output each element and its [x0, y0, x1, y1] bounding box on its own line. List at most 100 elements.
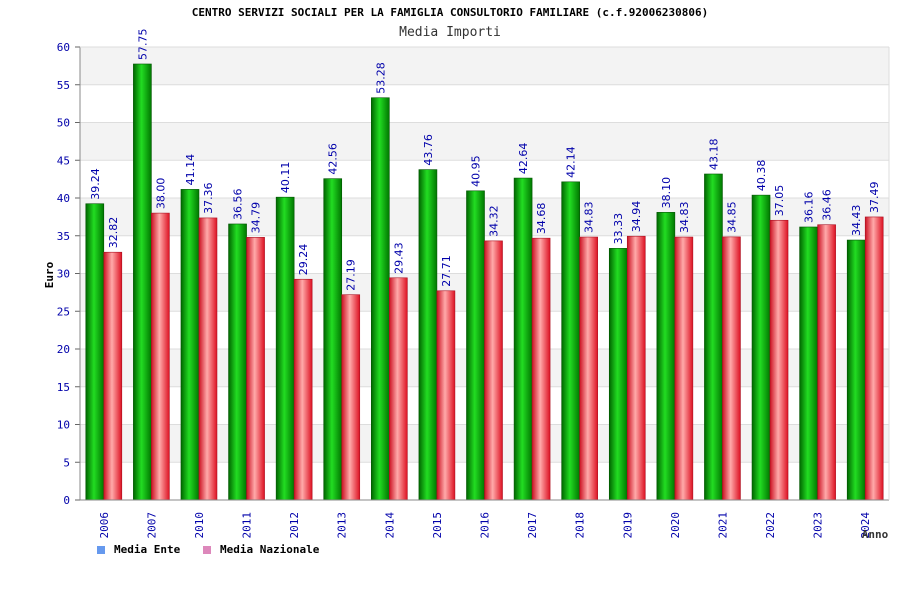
bar-media-ente	[275, 196, 295, 501]
bar-media-nazionale	[484, 240, 503, 501]
bar-media-nazionale	[293, 278, 313, 501]
x-tick-label: 2011	[241, 512, 254, 539]
bar-media-ente	[371, 97, 390, 501]
bar-media-ente	[656, 212, 676, 501]
data-label: 40.95	[470, 155, 483, 187]
data-label: 36.56	[232, 188, 245, 220]
bar-media-ente	[418, 169, 438, 501]
y-tick-label: 20	[57, 343, 70, 356]
bar-media-ente	[846, 239, 866, 501]
x-tick-label: 2021	[716, 512, 729, 539]
bar-media-ente	[466, 190, 485, 501]
data-label: 42.14	[565, 146, 578, 178]
bar-media-nazionale	[769, 219, 789, 501]
y-tick-label: 50	[57, 117, 70, 130]
data-label: 34.43	[850, 205, 863, 237]
data-label: 33.33	[612, 213, 625, 245]
bar-media-nazionale	[817, 224, 836, 501]
y-tick-label: 60	[57, 41, 70, 54]
bar-media-ente	[799, 226, 818, 501]
bar-media-ente	[513, 177, 533, 501]
data-label: 39.24	[89, 168, 102, 200]
legend-swatch-ente	[97, 545, 105, 554]
legend-label-nazionale: Media Nazionale	[220, 543, 320, 556]
bar-media-ente	[323, 178, 343, 501]
data-label: 40.11	[279, 162, 292, 194]
x-tick-label: 2019	[621, 512, 634, 539]
data-label: 43.76	[422, 134, 435, 166]
y-tick-label: 5	[63, 456, 70, 469]
chart-title: CENTRO SERVIZI SOCIALI PER LA FAMIGLIA C…	[191, 6, 709, 19]
bar-media-ente	[85, 203, 105, 501]
y-tick-label: 15	[57, 381, 70, 394]
y-tick-label: 30	[57, 268, 70, 281]
y-tick-label: 0	[63, 494, 70, 507]
x-tick-label: 2015	[431, 512, 444, 539]
data-label: 34.83	[583, 202, 596, 234]
x-tick-label: 2024	[859, 512, 872, 539]
bar-media-ente	[561, 181, 580, 501]
data-label: 37.36	[202, 182, 215, 214]
bar-media-nazionale	[674, 236, 694, 501]
data-label: 29.24	[297, 244, 310, 276]
x-tick-label: 2010	[193, 512, 206, 539]
data-label: 42.56	[327, 143, 340, 175]
x-tick-label: 2014	[383, 512, 396, 539]
y-tick-label: 45	[57, 154, 70, 167]
x-tick-label: 2016	[479, 512, 492, 539]
data-label: 41.14	[184, 154, 197, 186]
x-tick-label: 2018	[574, 512, 587, 539]
x-tick-label: 2023	[812, 512, 825, 539]
y-tick-label: 35	[57, 230, 70, 243]
bar-media-ente	[133, 63, 152, 501]
data-label: 37.05	[773, 185, 786, 217]
data-label: 53.28	[374, 62, 387, 94]
data-label: 38.00	[154, 178, 167, 210]
bar-media-nazionale	[579, 236, 598, 501]
x-tick-label: 2022	[764, 512, 777, 539]
legend-swatch-nazionale	[203, 545, 211, 554]
data-label: 34.79	[250, 202, 263, 234]
data-label: 34.85	[725, 201, 738, 233]
grid-band	[80, 47, 889, 85]
x-tick-label: 2007	[145, 512, 158, 539]
bar-media-nazionale	[864, 216, 884, 501]
bar-media-nazionale	[341, 294, 361, 501]
data-label: 27.71	[440, 255, 453, 287]
legend-item-nazionale: Media Nazionale	[203, 543, 319, 556]
data-label: 36.16	[803, 191, 816, 223]
x-tick-label: 2017	[526, 512, 539, 539]
data-label: 42.64	[517, 143, 530, 175]
bar-media-ente	[751, 194, 771, 501]
y-axis-label: Euro	[43, 261, 56, 288]
bar-media-nazionale	[626, 235, 646, 501]
data-label: 37.49	[868, 181, 881, 213]
bar-media-nazionale	[436, 290, 456, 501]
grid-band	[80, 122, 889, 161]
y-tick-label: 40	[57, 192, 70, 205]
data-label: 34.94	[630, 201, 643, 233]
data-label: 36.46	[821, 189, 834, 221]
data-label: 32.82	[107, 217, 120, 249]
data-label: 34.68	[535, 203, 548, 235]
x-axis-label: Anno	[862, 528, 889, 541]
legend-item-ente: Media Ente	[97, 543, 180, 556]
bar-media-ente	[180, 189, 200, 501]
data-label: 27.19	[345, 259, 358, 291]
bar-media-nazionale	[198, 217, 218, 501]
data-label: 57.75	[136, 28, 149, 60]
x-tick-label: 2013	[336, 512, 349, 539]
bar-media-nazionale	[531, 237, 551, 501]
data-label: 43.18	[707, 138, 720, 170]
legend-label-ente: Media Ente	[114, 543, 181, 556]
data-label: 34.83	[678, 202, 691, 234]
bar-media-ente	[228, 223, 247, 501]
data-label: 40.38	[755, 160, 768, 192]
bar-media-nazionale	[722, 236, 741, 501]
y-tick-label: 55	[57, 79, 70, 92]
bar-media-ente	[704, 173, 723, 501]
bar-media-nazionale	[103, 251, 123, 501]
data-label: 38.10	[660, 177, 673, 209]
x-tick-label: 2020	[669, 512, 682, 539]
